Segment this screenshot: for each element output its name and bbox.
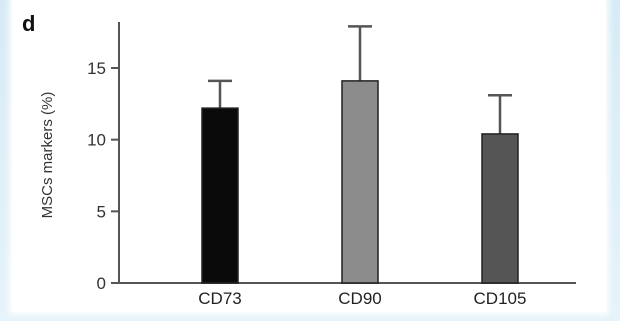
- y-axis-title: MSCs markers (%): [39, 92, 56, 219]
- x-label-cd90: CD90: [338, 289, 381, 308]
- x-label-cd105: CD105: [474, 289, 527, 308]
- y-tick-label: 5: [97, 202, 106, 221]
- bars: [201, 25, 519, 284]
- y-tick-label: 0: [97, 274, 106, 293]
- chart-panel: d MSCs markers (%) 0 5 10 15 CD73 CD90 CD105: [12, 0, 606, 312]
- y-ticks: 0 5 10 15: [87, 59, 119, 293]
- x-category-labels: CD73 CD90 CD105: [198, 289, 526, 308]
- x-label-cd73: CD73: [198, 289, 241, 308]
- y-tick-label: 15: [87, 59, 106, 78]
- bar-cd90: [341, 80, 379, 284]
- panel-letter: d: [22, 11, 35, 36]
- bar-cd73: [201, 107, 239, 284]
- bar-cd105: [481, 133, 519, 284]
- y-tick-label: 10: [87, 131, 106, 150]
- bar-chart: d MSCs markers (%) 0 5 10 15 CD73 CD90 CD105: [22, 11, 576, 308]
